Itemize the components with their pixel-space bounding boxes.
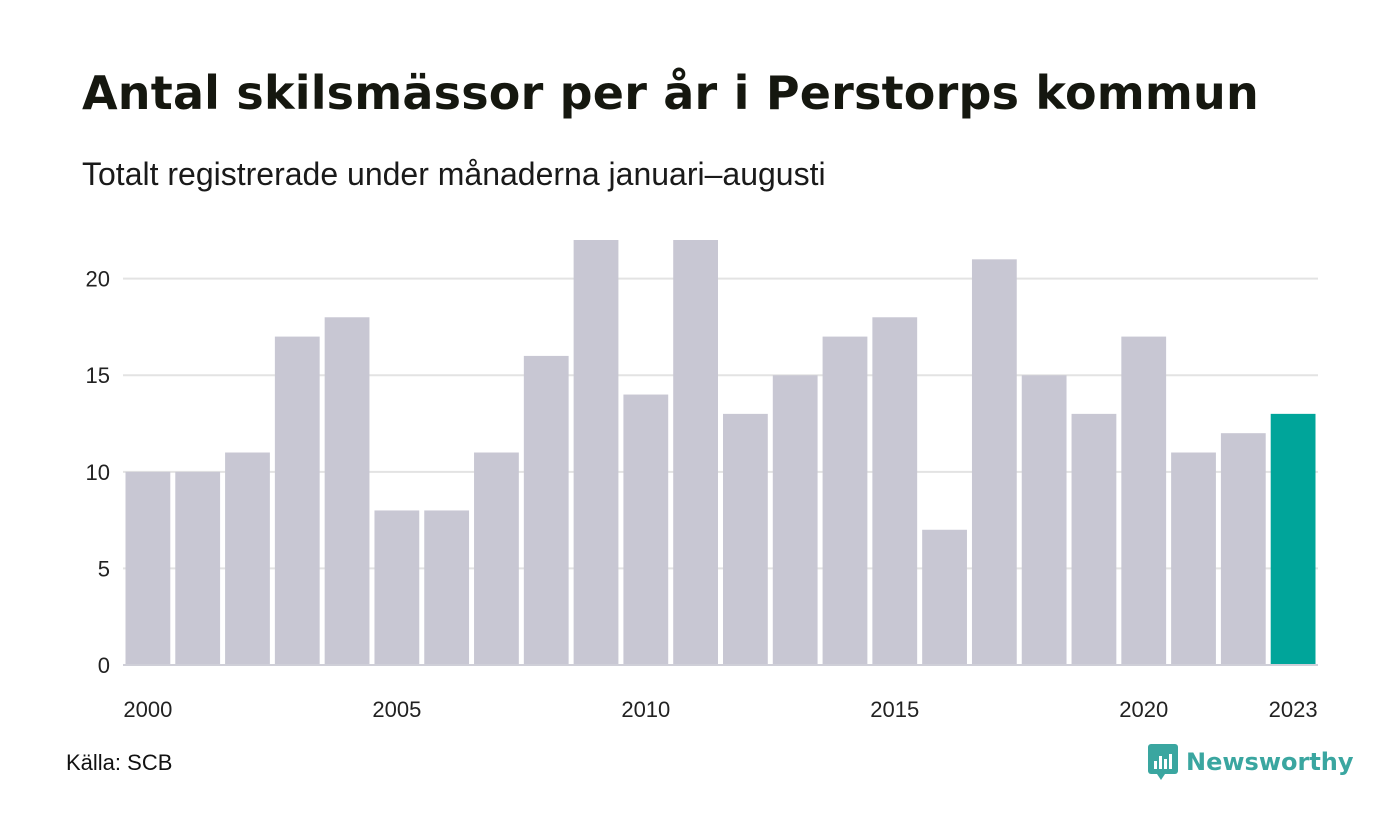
bar-2002: [225, 452, 270, 665]
bar-2021: [1171, 452, 1216, 665]
bars: [125, 240, 1316, 665]
y-tick-label: 0: [98, 653, 110, 678]
bar-2003: [274, 336, 320, 665]
chart-title: Antal skilsmässor per år i Perstorps kom…: [82, 66, 1259, 120]
bar-2001: [175, 471, 221, 665]
y-tick-label: 20: [86, 267, 110, 292]
y-tick-label: 5: [98, 556, 110, 581]
bar-2009: [573, 240, 619, 665]
gridlines: [123, 277, 1318, 570]
bar-2004: [324, 317, 370, 665]
x-tick-label: 2020: [1119, 697, 1168, 722]
brand-logo: Newsworthy: [1148, 744, 1354, 780]
bar-2018: [1021, 375, 1067, 665]
bar-2014: [822, 336, 868, 665]
bar-2015: [872, 317, 918, 665]
bar-2016: [922, 529, 967, 665]
y-tick-label: 15: [86, 363, 110, 388]
x-tick-label: 2023: [1269, 697, 1318, 722]
newsworthy-logo-icon: [1148, 744, 1178, 780]
bar-2007: [474, 452, 519, 665]
bar-2020: [1121, 336, 1167, 665]
bar-2006: [424, 510, 470, 665]
bar-2019: [1071, 413, 1117, 665]
bar-2000: [125, 471, 171, 665]
x-tick-label: 2000: [123, 697, 172, 722]
y-tick-label: 10: [86, 460, 110, 485]
bar-2013: [772, 375, 818, 665]
bar-2012: [723, 413, 768, 665]
brand-name: Newsworthy: [1186, 748, 1354, 776]
bar-2010: [623, 394, 669, 665]
x-tick-label: 2015: [870, 697, 919, 722]
x-tick-label: 2010: [621, 697, 670, 722]
source-note: Källa: SCB: [66, 750, 173, 775]
bar-2005: [374, 510, 420, 665]
bar-2011: [673, 240, 718, 665]
chart-subtitle: Totalt registrerade under månaderna janu…: [82, 156, 826, 192]
x-tick-label: 2005: [372, 697, 421, 722]
bar-2008: [523, 355, 569, 665]
bar-2017: [971, 259, 1017, 665]
bar-2023: [1270, 413, 1316, 665]
bar-2022: [1220, 433, 1266, 665]
axes: 0 5 10 15 20 2000 2005 2010 2015 2020 2023: [86, 267, 1318, 722]
